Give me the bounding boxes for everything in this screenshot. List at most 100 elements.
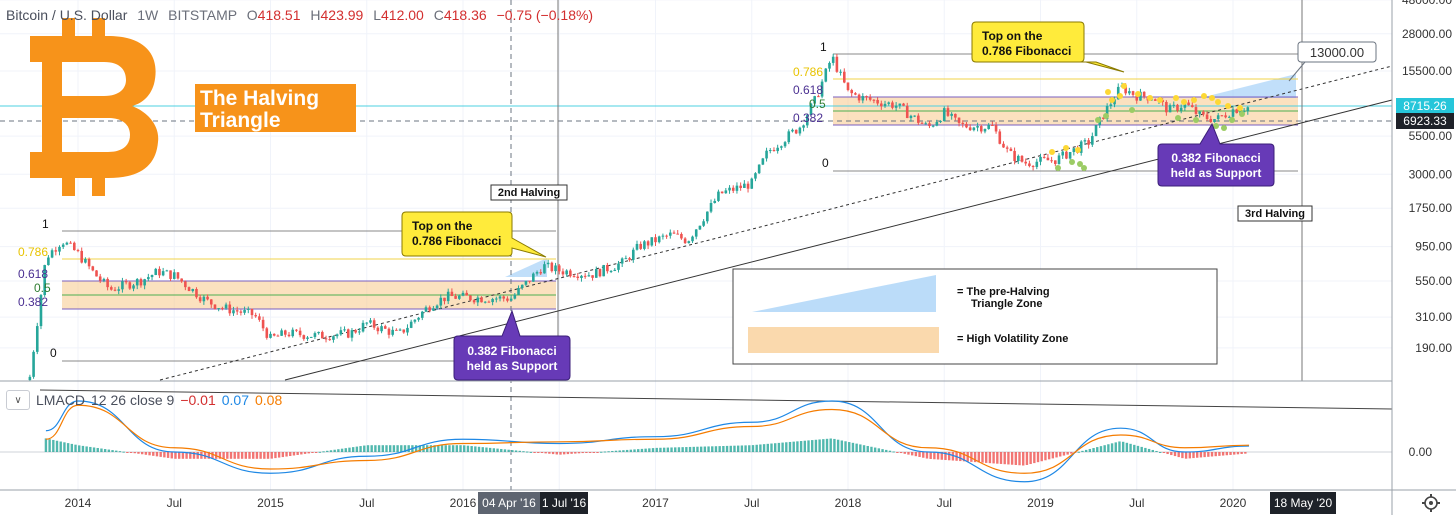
macd-hist-bar: [814, 439, 818, 452]
y-tick-label: 950.00: [1415, 240, 1452, 254]
candle-body: [339, 330, 343, 335]
macd-hist-bar: [1233, 452, 1236, 455]
callout-top-2016-line2: 0.786 Fibonacci: [412, 234, 501, 248]
macd-hist-bar: [1147, 448, 1151, 452]
candle-body: [139, 279, 143, 286]
macd-hist-bar: [877, 448, 881, 452]
candle-body: [528, 280, 531, 282]
candle-body: [143, 279, 146, 286]
candle-body: [920, 122, 924, 124]
settings-gear-icon[interactable]: [1422, 494, 1440, 512]
macd-hist-bar: [1096, 447, 1099, 452]
candle-body: [1072, 148, 1076, 153]
macd-header[interactable]: ∨ LMACD 12 26 close 9 −0.01 0.07 0.08: [6, 390, 282, 410]
legend-box: = The pre-Halving Triangle Zone = High V…: [732, 268, 1218, 365]
macd-hist-bar: [770, 443, 773, 452]
candle-body: [432, 308, 435, 311]
symbol-header[interactable]: Bitcoin / U.S. Dollar 1W BITSTAMP O418.5…: [6, 7, 593, 23]
macd-hist-bar: [825, 438, 829, 452]
macd-hist-bar: [981, 452, 984, 463]
macd-hist-bar: [1225, 452, 1229, 456]
candle-body: [846, 82, 850, 91]
price-axis[interactable]: [1392, 0, 1456, 490]
candle-body: [865, 96, 868, 98]
macd-hist-bar: [1192, 452, 1195, 459]
macd-hist-bar: [1051, 452, 1055, 459]
candle-body: [606, 264, 609, 272]
candle-body: [765, 150, 768, 159]
candle-body: [1102, 117, 1105, 119]
macd-hist-bar: [1166, 452, 1169, 455]
macd-hist-bar: [1155, 450, 1158, 452]
candle-body: [1216, 115, 1220, 120]
candle-body: [1179, 107, 1183, 111]
candle-body: [643, 241, 646, 249]
candle-body: [1054, 160, 1057, 164]
macd-hist-bar: [603, 451, 607, 453]
macd-hist-bar: [1092, 448, 1095, 452]
candle-body: [968, 127, 972, 131]
price-box-crosshair-text: 6923.33: [1403, 114, 1447, 128]
macd-hist-bar: [848, 442, 851, 452]
candle-body: [332, 336, 335, 340]
candle-body: [76, 250, 80, 252]
legend-triangle-swatch: [752, 275, 936, 312]
time-highlight-3: 18 May '20: [1270, 492, 1336, 514]
candle-body: [487, 301, 491, 303]
candle-body: [702, 221, 705, 226]
macd-hist-bar: [629, 449, 633, 452]
macd-hist-bar: [403, 445, 407, 452]
candle-body: [398, 329, 402, 331]
macd-hist-bar: [859, 444, 862, 452]
collapse-chevron-icon[interactable]: ∨: [6, 390, 30, 410]
macd-hist-bar: [388, 445, 392, 452]
candle-body: [598, 269, 602, 277]
macd-hist-bar: [1177, 452, 1180, 458]
macd-hist-bar: [192, 452, 196, 459]
macd-hist-bar: [1218, 452, 1221, 456]
candle-body: [887, 102, 891, 104]
signal-dot-green: [1239, 111, 1245, 117]
macd-hist-bar: [1118, 441, 1121, 452]
macd-hist-bar: [855, 443, 858, 452]
candle-body: [1198, 111, 1201, 114]
ohlc-close: C418.36: [433, 7, 487, 23]
title-box: The Halving Triangle: [195, 84, 356, 132]
macd-hist-bar: [725, 445, 729, 452]
candle-body: [954, 113, 957, 118]
candle-body: [1046, 157, 1050, 161]
macd-hist-bar: [359, 446, 362, 452]
candle-body: [354, 330, 357, 333]
macd-hist-bar: [1133, 444, 1136, 452]
candle-body: [269, 333, 272, 338]
candle-body: [1013, 150, 1016, 161]
candle-body: [1139, 91, 1142, 101]
signal-dot-yellow: [1173, 95, 1179, 101]
candle-body: [176, 272, 180, 279]
macd-hist-bar: [252, 452, 255, 459]
candle-body: [754, 173, 757, 179]
legend-volatility-text: = High Volatility Zone: [957, 333, 1068, 345]
macd-hist-bar: [585, 452, 588, 453]
macd-hist-bar: [233, 452, 236, 459]
time-highlight-1: 04 Apr '16: [478, 492, 540, 514]
macd-hist-bar: [92, 447, 96, 452]
macd-hist-bar: [1040, 452, 1043, 462]
macd-hist-bar: [633, 449, 636, 452]
x-tick-label: Jul: [359, 496, 374, 510]
macd-hist-bar: [588, 452, 592, 453]
candle-body: [98, 276, 102, 281]
macd-hist-bar: [307, 452, 310, 454]
macd-hist-bar: [518, 450, 521, 452]
macd-hist-bar: [48, 439, 51, 452]
candle-body: [998, 131, 1002, 144]
macd-hist-bar: [985, 452, 988, 463]
candle-body: [209, 299, 213, 305]
macd-hist-bar: [303, 452, 307, 454]
macd-hist-bar: [918, 452, 921, 457]
candle-body: [1002, 143, 1005, 148]
macd-hist-bar: [574, 452, 577, 454]
x-tick-label: Jul: [937, 496, 952, 510]
candle-body: [420, 311, 424, 318]
